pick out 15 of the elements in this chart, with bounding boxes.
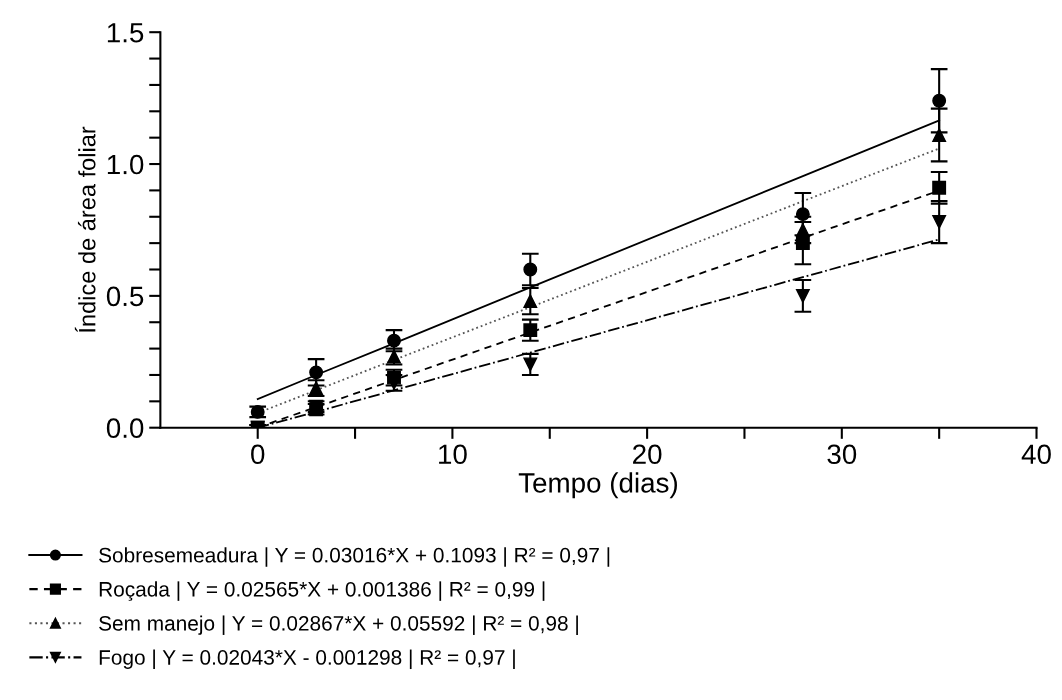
legend-label: Fogo | Y = 0.02043*X - 0.001298 | R² = 0,97 |: [99, 649, 515, 670]
x-axis-title: Tempo (dias): [518, 472, 677, 499]
y-tick-label: 1.0: [107, 154, 144, 175]
y-axis-title: Índice de área foliar: [74, 126, 96, 333]
x-tick-label: 40: [1021, 444, 1051, 465]
legend-label: Sobresemeadura | Y = 0.03016*X + 0.1093 | R² = 0,97 |: [99, 547, 610, 567]
y-tick-label: 1.5: [107, 23, 144, 43]
x-tick-label: 20: [633, 444, 662, 465]
x-tick-label: 30: [827, 444, 857, 465]
y-tick-label: 0.0: [106, 418, 144, 439]
legend-label: Roçada | Y = 0.02565*X + 0.001386 | R² = 0,99 |: [99, 581, 545, 601]
y-tick-label: 0.5: [106, 286, 144, 307]
legend-label: Sem manejo | Y = 0.02867*X + 0.05592 | R² = 0,98 |: [99, 615, 578, 635]
x-tick-label: 0: [251, 444, 265, 465]
x-tick-label: 10: [439, 444, 467, 465]
